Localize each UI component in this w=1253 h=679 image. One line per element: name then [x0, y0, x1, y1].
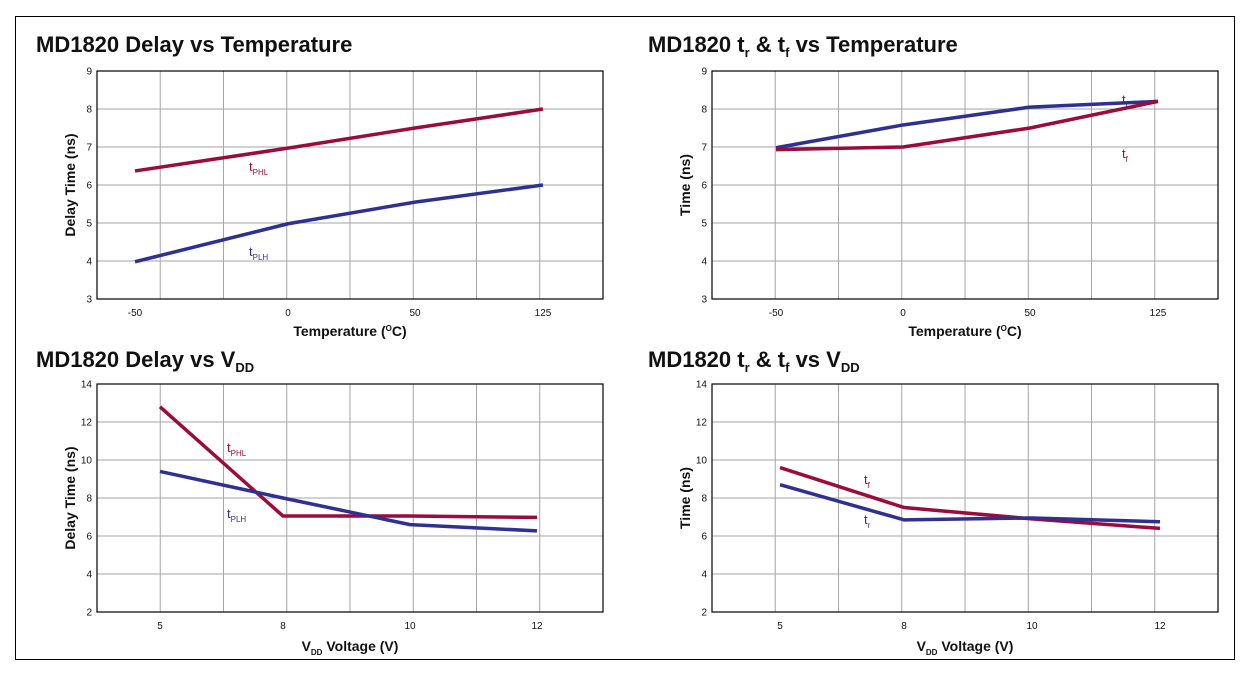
x-tick-label: 12 — [1154, 621, 1166, 632]
plot-area — [96, 70, 604, 300]
x-tick-label: 8 — [901, 621, 907, 632]
chart-2-title: MD1820 tr & tf vs Temperature — [648, 32, 958, 60]
x-tick-label: 0 — [900, 308, 906, 319]
y-tick-label: 3 — [701, 295, 707, 306]
y-tick-label: 7 — [701, 143, 707, 154]
plot-area — [711, 383, 1219, 613]
y-tick-label: 12 — [81, 418, 93, 429]
x-tick-label: -50 — [769, 308, 784, 319]
x-axis-label: Temperature (OC) — [908, 323, 1021, 339]
series-line-f — [775, 99, 1159, 152]
chart-1-title: MD1820 Delay vs Temperature — [36, 32, 353, 57]
series-label-phl: tPHL — [249, 159, 269, 177]
y-tick-label: 8 — [701, 105, 707, 116]
y-tick-label: 6 — [86, 181, 92, 192]
series-line-plh — [134, 183, 544, 264]
series-line-f — [779, 465, 1161, 531]
series-line-phl — [134, 107, 544, 173]
series-line-phl — [158, 405, 538, 520]
series-label-f: tf — [864, 472, 871, 490]
y-axis-label: Delay Time (ns) — [62, 133, 78, 236]
x-tick-label: 5 — [777, 621, 783, 632]
y-axis-label: Delay Time (ns) — [62, 446, 78, 549]
x-tick-label: 12 — [531, 621, 543, 632]
series-line-r — [775, 99, 1159, 150]
y-tick-label: 5 — [86, 219, 92, 230]
y-tick-label: 2 — [86, 608, 92, 619]
series-label-f: tf — [1122, 146, 1129, 164]
x-tick-label: 8 — [280, 621, 286, 632]
x-tick-label: 10 — [1026, 621, 1038, 632]
series-label-r: tr — [864, 512, 871, 530]
series-label-plh: tPLH — [227, 506, 246, 524]
y-tick-label: 7 — [86, 143, 92, 154]
series-line-plh — [159, 469, 538, 533]
y-tick-label: 6 — [86, 532, 92, 543]
y-tick-label: 12 — [696, 418, 708, 429]
x-axis-label: VDD Voltage (V) — [302, 638, 399, 657]
y-tick-label: 9 — [86, 67, 92, 78]
y-tick-label: 4 — [701, 570, 707, 581]
y-tick-label: 10 — [696, 456, 708, 467]
y-tick-label: 8 — [86, 494, 92, 505]
x-tick-label: 50 — [409, 308, 421, 319]
y-tick-label: 9 — [701, 67, 707, 78]
y-tick-label: 6 — [701, 181, 707, 192]
chart-4-title: MD1820 tr & tf vs VDD — [648, 347, 860, 375]
x-axis-label: Temperature (OC) — [293, 323, 406, 339]
y-axis-label: Time (ns) — [677, 467, 693, 529]
y-tick-label: 4 — [86, 570, 92, 581]
series-label-phl: tPHL — [227, 440, 247, 458]
y-tick-label: 3 — [86, 295, 92, 306]
y-tick-label: 6 — [701, 532, 707, 543]
x-tick-label: 10 — [404, 621, 416, 632]
x-tick-label: 0 — [285, 308, 291, 319]
x-axis-label: VDD Voltage (V) — [917, 638, 1014, 657]
y-tick-label: 5 — [701, 219, 707, 230]
y-tick-label: 2 — [701, 608, 707, 619]
y-axis-label: Time (ns) — [677, 154, 693, 216]
series-line-r — [779, 483, 1161, 524]
y-tick-label: 4 — [86, 257, 92, 268]
plot-area — [711, 70, 1219, 300]
series-label-plh: tPLH — [249, 244, 268, 262]
chart-3-title: MD1820 Delay vs VDD — [36, 347, 255, 375]
plot-area — [96, 383, 604, 613]
x-tick-label: 125 — [1150, 308, 1167, 319]
y-tick-label: 8 — [701, 494, 707, 505]
y-tick-label: 8 — [86, 105, 92, 116]
series-label-r: tr — [1122, 92, 1129, 110]
y-tick-label: 14 — [696, 380, 708, 391]
y-tick-label: 4 — [701, 257, 707, 268]
x-tick-label: 125 — [535, 308, 552, 319]
x-tick-label: 50 — [1024, 308, 1036, 319]
y-tick-label: 10 — [81, 456, 93, 467]
figure-frame — [15, 16, 1235, 660]
x-tick-label: 5 — [157, 621, 163, 632]
y-tick-label: 14 — [81, 380, 93, 391]
x-tick-label: -50 — [128, 308, 143, 319]
